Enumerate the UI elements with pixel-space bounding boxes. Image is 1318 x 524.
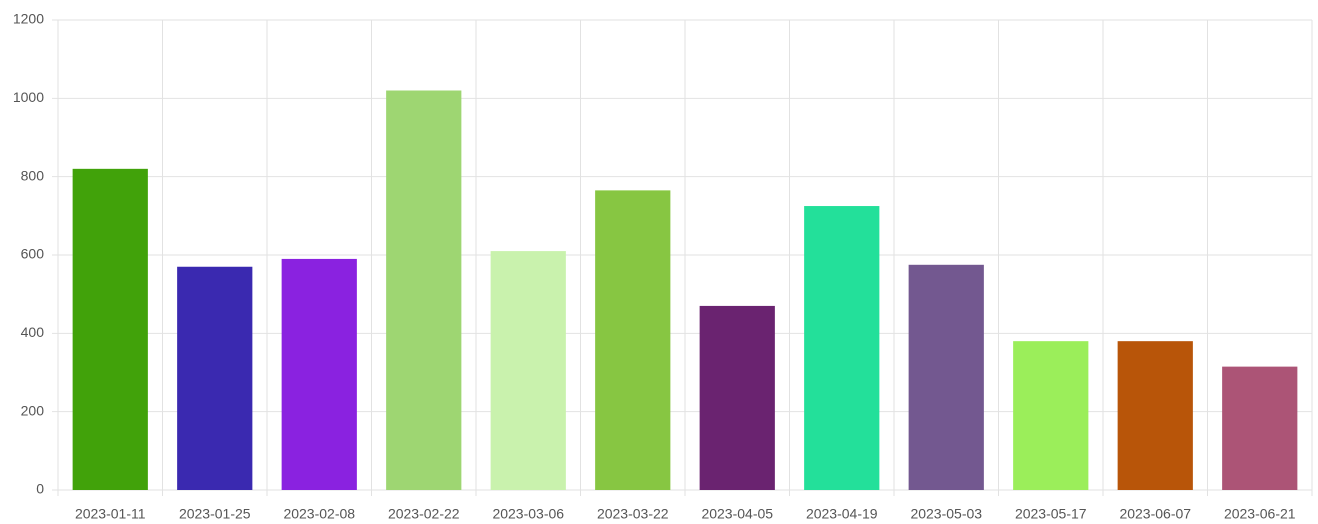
x-tick-label: 2023-06-21	[1224, 506, 1296, 522]
bar	[281, 258, 357, 490]
x-tick-label: 2023-02-08	[283, 506, 355, 522]
x-tick-label: 2023-01-11	[75, 506, 146, 522]
bar	[699, 305, 775, 490]
x-tick-label: 2023-04-19	[806, 506, 878, 522]
bar	[72, 168, 148, 491]
y-tick-label: 400	[21, 324, 45, 340]
x-tick-label: 2023-03-22	[597, 506, 669, 522]
bar	[908, 264, 984, 490]
y-tick-label: 200	[21, 402, 45, 418]
y-tick-label: 1200	[13, 11, 44, 27]
bar	[1013, 341, 1089, 490]
bar	[1117, 341, 1193, 490]
x-tick-label: 2023-03-06	[492, 506, 564, 522]
bar	[490, 251, 566, 490]
x-tick-label: 2023-02-22	[388, 506, 460, 522]
bar	[1222, 366, 1298, 490]
y-tick-label: 0	[36, 481, 44, 497]
bar	[386, 90, 462, 490]
bar	[595, 190, 671, 490]
y-tick-label: 600	[21, 246, 45, 262]
bar	[177, 266, 253, 490]
x-tick-label: 2023-06-07	[1119, 506, 1191, 522]
x-tick-label: 2023-05-17	[1015, 506, 1087, 522]
bar	[804, 206, 880, 490]
x-tick-label: 2023-05-03	[910, 506, 982, 522]
y-tick-label: 800	[21, 167, 45, 183]
y-tick-label: 1000	[13, 89, 44, 105]
x-tick-label: 2023-01-25	[179, 506, 251, 522]
x-tick-label: 2023-04-05	[701, 506, 773, 522]
